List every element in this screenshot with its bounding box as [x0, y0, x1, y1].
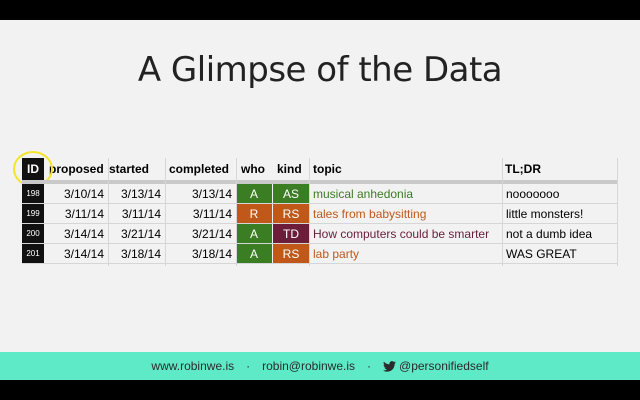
- cell-who: A: [236, 184, 272, 203]
- cell-started: 3/21/14: [120, 226, 161, 241]
- cell-completed: 3/13/14: [191, 186, 232, 201]
- footer-separator: ·: [246, 359, 251, 373]
- cell-kind: AS: [273, 184, 309, 203]
- header-divider: [22, 180, 618, 184]
- cell-started: 3/11/14: [121, 206, 161, 221]
- cell-who: R: [236, 204, 272, 223]
- cell-id: 198: [22, 184, 44, 203]
- cell-topic: tales from babysitting: [313, 206, 427, 221]
- cell-proposed: 3/14/14: [63, 226, 104, 241]
- cell-tldr: little monsters!: [506, 206, 584, 221]
- cell-kind: RS: [273, 244, 309, 263]
- cell-topic: lab party: [313, 246, 360, 261]
- cell-proposed: 3/14/14: [63, 246, 104, 261]
- column-divider: [502, 158, 503, 266]
- footer-bar: www.robinwe.is · robin@robinwe.is · @per…: [0, 352, 640, 380]
- cell-tldr: nooooooo: [506, 186, 560, 201]
- footer-separator: ·: [367, 359, 372, 373]
- slide-title: A Glimpse of the Data: [137, 50, 503, 90]
- cell-tldr: WAS GREAT: [506, 246, 577, 261]
- cell-completed: 3/18/14: [191, 246, 232, 261]
- cell-who: A: [236, 244, 272, 263]
- table-header-row: ID proposed started completed who kind t…: [22, 158, 618, 180]
- cell-completed: 3/21/14: [191, 226, 232, 241]
- cell-id: 201: [22, 244, 44, 263]
- cell-who: A: [236, 224, 272, 243]
- footer-email[interactable]: robin@robinwe.is: [262, 359, 356, 373]
- column-divider: [165, 158, 166, 266]
- slide: A Glimpse of the Data ID proposed starte…: [0, 20, 640, 380]
- table-row: 201 3/14/14 3/18/14 3/18/14 A RS lab party WAS …: [22, 244, 618, 264]
- column-divider: [309, 158, 310, 266]
- header-topic: topic: [313, 162, 342, 176]
- cell-tldr: not a dumb idea: [506, 226, 593, 241]
- table-row: 198 3/10/14 3/13/14 3/13/14 A AS musical anhed…: [22, 184, 618, 204]
- header-proposed: proposed: [49, 162, 104, 176]
- table-row: 200 3/14/14 3/21/14 3/21/14 A TD How computers…: [22, 224, 618, 244]
- cell-kind: RS: [273, 204, 309, 223]
- footer-website[interactable]: www.robinwe.is: [151, 359, 235, 373]
- table-row: 199 3/11/14 3/11/14 3/11/14 R RS tales from ba…: [22, 204, 618, 224]
- cell-proposed: 3/10/14: [63, 186, 104, 201]
- cell-id: 199: [22, 204, 44, 223]
- cell-completed: 3/11/14: [192, 206, 232, 221]
- cell-started: 3/18/14: [120, 246, 161, 261]
- footer-twitter-handle[interactable]: @personifiedself: [399, 359, 489, 373]
- column-divider: [236, 158, 237, 266]
- cell-id: 200: [22, 224, 44, 243]
- twitter-bird-icon: [383, 360, 397, 372]
- cell-kind: TD: [273, 224, 309, 243]
- cell-topic: musical anhedonia: [313, 186, 414, 201]
- header-kind: kind: [277, 162, 302, 176]
- cell-proposed: 3/11/14: [64, 206, 104, 221]
- header-who: who: [241, 162, 265, 176]
- header-tldr: TL;DR: [505, 162, 541, 176]
- column-divider: [617, 158, 618, 266]
- header-completed: completed: [169, 162, 230, 176]
- cell-topic: How computers could be smarter: [313, 226, 490, 241]
- header-started: started: [109, 162, 150, 176]
- column-divider: [108, 158, 109, 266]
- cell-started: 3/13/14: [120, 186, 161, 201]
